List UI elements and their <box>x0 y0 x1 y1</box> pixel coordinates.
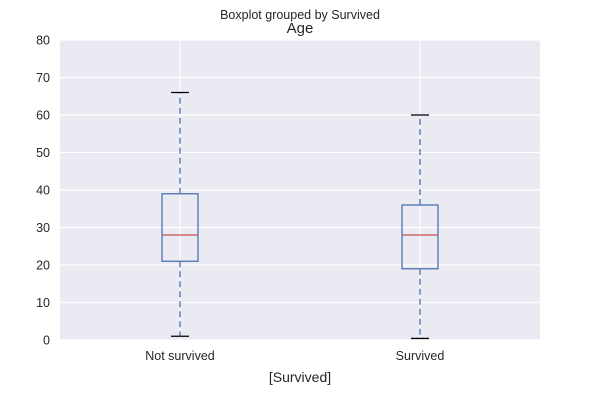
y-tick-label: 30 <box>36 221 50 235</box>
iqr-box <box>401 204 439 270</box>
y-axis-ticks: 0 10 20 30 40 50 60 70 80 <box>36 34 50 348</box>
y-tick-label: 40 <box>36 184 50 198</box>
chart-title: Age <box>287 20 314 37</box>
x-axis-ticks: Not survived Survived <box>145 349 444 363</box>
y-tick-label: 50 <box>36 146 50 160</box>
boxes <box>161 91 439 340</box>
x-tick-label: Survived <box>396 349 445 363</box>
x-tick-label: Not survived <box>145 349 215 363</box>
chart-suptitle: Boxplot grouped by Survived <box>220 8 380 22</box>
y-tick-label: 0 <box>43 334 50 348</box>
y-tick-label: 70 <box>36 71 50 85</box>
y-tick-label: 80 <box>36 34 50 48</box>
iqr-box <box>161 193 199 262</box>
x-axis-label: [Survived] <box>269 369 331 385</box>
box-group <box>161 91 199 337</box>
y-tick-label: 20 <box>36 259 50 273</box>
y-tick-label: 60 <box>36 109 50 123</box>
box-group <box>401 114 439 340</box>
y-tick-label: 10 <box>36 296 50 310</box>
